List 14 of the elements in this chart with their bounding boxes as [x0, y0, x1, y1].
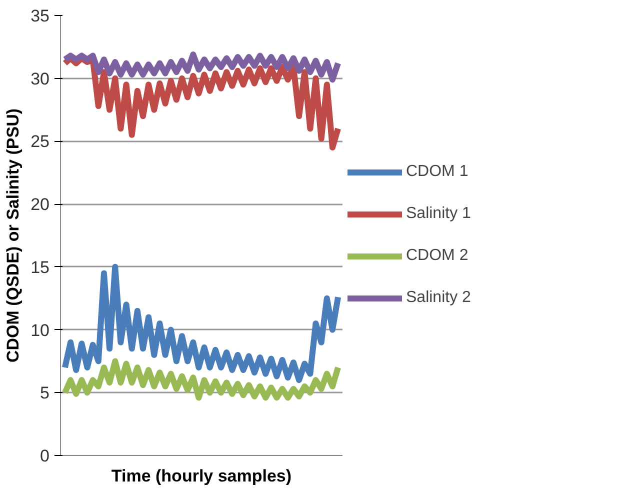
y-tick-label: 0: [40, 446, 50, 466]
y-tick-label: 10: [30, 320, 50, 340]
y-tick-label: 30: [30, 69, 50, 88]
legend-label: CDOM 2: [406, 247, 468, 265]
y-tick-label: 25: [30, 132, 50, 152]
x-axis-title: Time (hourly samples): [111, 466, 292, 486]
y-tick-label: 15: [30, 258, 50, 277]
legend-label: Salinity 1: [406, 205, 471, 223]
y-tick-label: 5: [40, 384, 50, 403]
legend-label: Salinity 2: [406, 289, 471, 307]
y-tick-label: 35: [30, 6, 50, 26]
y-tick-label: 20: [30, 195, 50, 214]
legend-label: CDOM 1: [406, 163, 468, 181]
y-axis-title: CDOM (QSDE) or Salinity (PSU): [4, 108, 23, 363]
